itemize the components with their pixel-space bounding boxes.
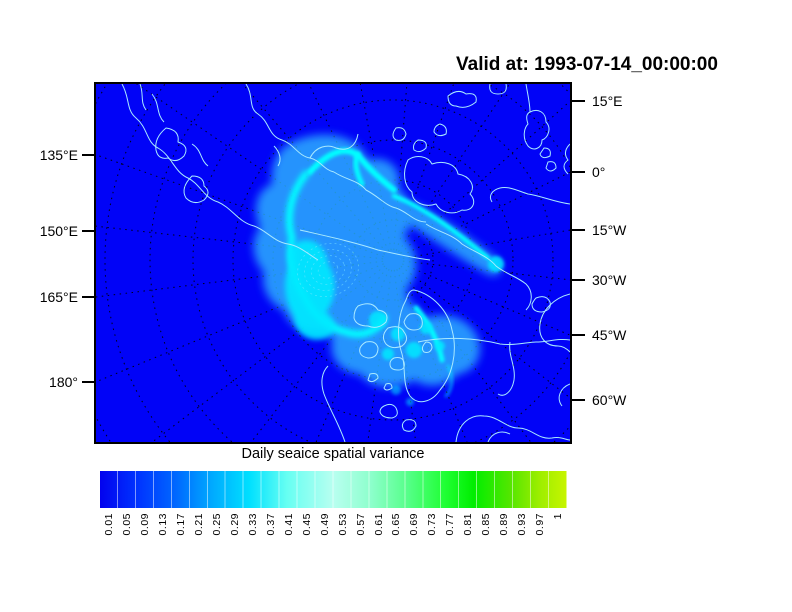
- colorbar-label-cell: 0.09: [136, 513, 154, 557]
- colorbar-tick-label: 0.73: [426, 513, 439, 536]
- colorbar-tick-label: 0.81: [462, 513, 475, 536]
- axis-tick: [572, 171, 585, 173]
- colorbar-segment-lines: [100, 471, 567, 508]
- axis-tick: [82, 154, 95, 156]
- coast-islands-top: [392, 127, 407, 141]
- axis-tick: [572, 279, 585, 281]
- axis-tick-label: 15°E: [592, 93, 623, 109]
- colorbar-tick-label: 0.33: [246, 513, 259, 536]
- colorbar-labels: 0.01 0.05 0.09 0.13 0.17 0.21 0.25 0.29 0.33 0.37…: [100, 513, 567, 557]
- colorbar-tick-label: 0.77: [444, 513, 457, 536]
- latitude-circle: [149, 84, 570, 442]
- axis-tick: [572, 100, 585, 102]
- latitude-circle: [352, 219, 434, 301]
- colorbar-tick-label: 0.05: [120, 513, 133, 536]
- coastlines: [121, 84, 570, 442]
- colorbar-label-cell: 0.69: [405, 513, 423, 557]
- colorbar-label-cell: 0.77: [441, 513, 459, 557]
- axis-tick-label: 0°: [592, 164, 606, 180]
- map-caption: Daily seaice spatial variance: [241, 446, 425, 462]
- axis-tick: [82, 296, 95, 298]
- colorbar-tick-label: 0.85: [480, 513, 493, 536]
- colorbar-label-cell: 0.61: [370, 513, 388, 557]
- map-frame: [94, 82, 572, 444]
- coast-novaya-zemlya: [523, 84, 550, 150]
- axis-tick-label: 135°E: [39, 147, 78, 163]
- colorbar-tick-label: 0.37: [264, 513, 277, 536]
- axis-tick-label: 15°W: [592, 222, 627, 238]
- axis-tick: [572, 229, 585, 231]
- colorbar-tick-label: 0.57: [354, 513, 367, 536]
- colorbar-tick-label: 0.45: [300, 513, 313, 536]
- colorbar-label-cell: 0.25: [208, 513, 226, 557]
- axis-tick-label: 150°E: [39, 223, 78, 239]
- axis-tick-label: 45°W: [592, 327, 627, 343]
- colorbar-label-cell: 0.85: [477, 513, 495, 557]
- colorbar-label-cell: 0.29: [226, 513, 244, 557]
- colorbar-tick-label: 0.49: [318, 513, 331, 536]
- colorbar-tick-label: 0.13: [156, 513, 169, 536]
- colorbar-label-cell: 0.41: [280, 513, 298, 557]
- colorbar-tick-label: 1: [552, 513, 565, 520]
- colorbar-tick-label: 0.21: [192, 513, 205, 536]
- colorbar-label-cell: 0.53: [334, 513, 352, 557]
- colorbar-label-cell: 0.81: [459, 513, 477, 557]
- colorbar-tick-label: 0.09: [138, 513, 151, 536]
- axis-tick-label: 180°: [49, 374, 78, 390]
- colorbar-tick-label: 0.25: [210, 513, 223, 536]
- colorbar-label-cell: 0.57: [352, 513, 370, 557]
- coast-europe: [489, 187, 570, 205]
- axis-tick: [572, 399, 585, 401]
- colorbar-label-cell: 0.17: [172, 513, 190, 557]
- coast-severnaya: [404, 156, 475, 214]
- coast-scandinavia-south: [417, 337, 570, 346]
- axis-tick: [82, 230, 95, 232]
- colorbar-tick-label: 0.01: [102, 513, 115, 536]
- colorbar-tick-label: 0.69: [408, 513, 421, 536]
- colorbar-label-cell: 0.65: [388, 513, 406, 557]
- figure-title: Valid at: 1993-07-14_00:00:00: [456, 54, 718, 75]
- colorbar-label-cell: 0.33: [244, 513, 262, 557]
- axis-tick-label: 165°E: [39, 289, 78, 305]
- colorbar-tick-label: 0.17: [174, 513, 187, 536]
- coast-taymyr: [245, 84, 335, 173]
- coast-island: [155, 127, 187, 162]
- colorbar-tick-label: 0.89: [498, 513, 511, 536]
- colorbar-label-cell: 0.05: [118, 513, 136, 557]
- polar-map: [96, 84, 570, 442]
- coast-archipelago: [353, 303, 388, 328]
- coast-greenland: [398, 289, 455, 403]
- colorbar-tick-label: 0.41: [282, 513, 295, 536]
- colorbar-label-cell: 0.37: [262, 513, 280, 557]
- colorbar-label-cell: 0.01: [100, 513, 118, 557]
- latitude-circle: [272, 139, 514, 381]
- colorbar-label-cell: 0.73: [423, 513, 441, 557]
- colorbar-tick-label: 0.65: [390, 513, 403, 536]
- colorbar-label-cell: 0.93: [513, 513, 531, 557]
- axis-tick-label: 60°W: [592, 392, 627, 408]
- colorbar: [100, 471, 567, 508]
- ice-bright-blobs: [285, 240, 504, 406]
- colorbar-label-cell: 0.21: [190, 513, 208, 557]
- axis-tick: [572, 334, 585, 336]
- axis-tick: [82, 381, 95, 383]
- colorbar-label-cell: 0.45: [298, 513, 316, 557]
- colorbar-tick-label: 0.97: [534, 513, 547, 536]
- colorbar-label-cell: 0.49: [316, 513, 334, 557]
- coast-canada-mainland: [321, 365, 346, 442]
- colorbar-tick-label: 0.61: [372, 513, 385, 536]
- axis-tick-label: 30°W: [592, 272, 627, 288]
- colorbar-tick-label: 0.93: [516, 513, 529, 536]
- colorbar-tick-label: 0.29: [228, 513, 241, 536]
- colorbar-label-cell: 0.97: [531, 513, 549, 557]
- colorbar-tick-label: 0.53: [336, 513, 349, 536]
- colorbar-label-cell: 0.13: [154, 513, 172, 557]
- coast-siberia: [121, 84, 319, 261]
- colorbar-label-cell: 1: [549, 513, 567, 557]
- colorbar-label-cell: 0.89: [495, 513, 513, 557]
- latitude-circle: [232, 99, 554, 421]
